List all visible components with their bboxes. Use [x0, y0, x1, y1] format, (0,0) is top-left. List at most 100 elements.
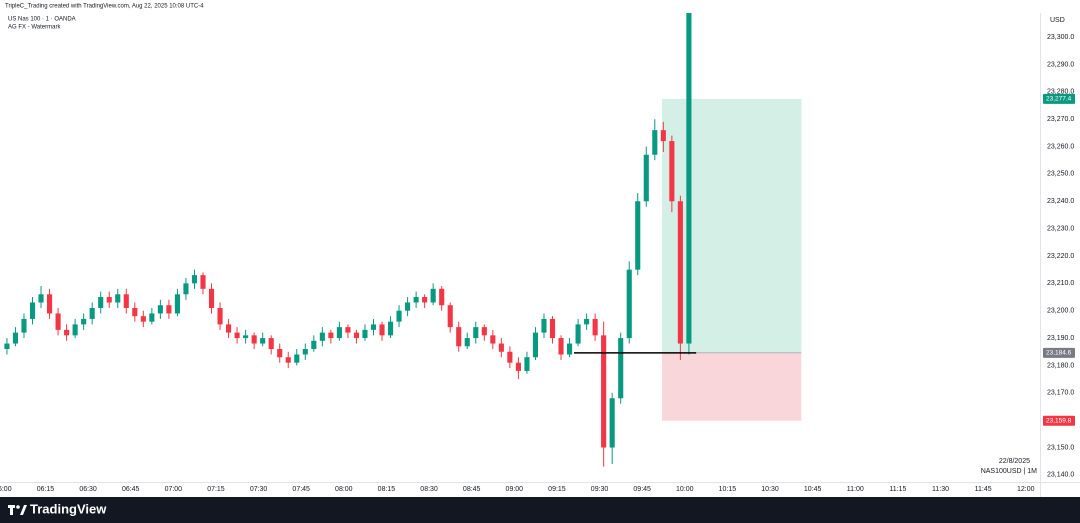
candle-body	[430, 288, 436, 303]
candle-body	[234, 332, 240, 339]
candle-body	[166, 305, 172, 314]
candle-body	[541, 318, 547, 333]
candle-body	[345, 327, 351, 333]
candle-body	[447, 305, 453, 328]
y-tick-label: 23,230.0	[1047, 225, 1074, 232]
candle-body	[413, 297, 419, 303]
candle-body	[72, 324, 78, 336]
candle-body	[98, 297, 104, 308]
x-tick-label: 09:00	[506, 486, 524, 493]
candle-body	[251, 335, 257, 344]
candle-body	[81, 318, 87, 325]
candle-body	[38, 294, 44, 303]
date-note: 22/8/2025	[999, 458, 1030, 465]
x-tick-label: 10:15	[719, 486, 737, 493]
candle-body	[396, 310, 402, 322]
candle-body	[46, 294, 53, 314]
symbol-note: NAS100USD | 1M	[981, 468, 1037, 475]
x-tick-label: 11:00	[847, 486, 864, 493]
x-tick-label: 10:45	[804, 486, 822, 493]
candle-body	[490, 335, 496, 344]
plot-area	[4, 13, 802, 467]
candle-body	[439, 288, 445, 306]
y-tick-label: 23,260.0	[1047, 143, 1074, 150]
candle-body	[311, 340, 317, 350]
candle-body	[456, 327, 462, 347]
candle-body	[609, 398, 615, 448]
candle-body	[12, 332, 19, 344]
candle-body	[686, 13, 692, 344]
price-label: 23,184.6	[1046, 350, 1072, 357]
y-tick-label: 23,280.0	[1047, 89, 1074, 96]
candle-body	[226, 324, 232, 333]
x-tick-label: 11:30	[932, 486, 949, 493]
candle-body	[336, 327, 342, 339]
candle-body	[260, 338, 266, 344]
currency: USD	[1050, 17, 1065, 24]
candle-body	[29, 302, 36, 319]
candle-body	[183, 283, 189, 295]
candle-body	[302, 349, 308, 355]
candle-body	[618, 338, 624, 399]
candle-body	[669, 141, 675, 202]
x-tick-label: 07:30	[250, 486, 268, 493]
candle-body	[549, 318, 556, 339]
candle-body	[277, 349, 283, 358]
brand-logo	[8, 505, 27, 515]
candle-body	[592, 318, 598, 336]
candle-body	[4, 343, 10, 350]
price-label-bg	[1043, 415, 1075, 426]
x-tick-label: 08:30	[420, 486, 438, 493]
candle-body	[498, 343, 504, 352]
y-tick-label: 23,220.0	[1047, 253, 1074, 260]
chart-subtitle: AG FX - Watermark	[8, 25, 61, 31]
x-tick-label: 08:15	[378, 486, 396, 493]
candle-body	[208, 288, 215, 308]
candle-body	[362, 329, 368, 339]
price-label-bg	[1043, 93, 1075, 104]
x-tick-label: 09:45	[633, 486, 651, 493]
candle-body	[191, 275, 198, 284]
header: TripleC_Trading created with TradingView…	[5, 4, 204, 10]
candle-body	[635, 201, 641, 270]
x-tick-label: 08:00	[335, 486, 353, 493]
y-tick-label: 23,290.0	[1047, 61, 1074, 68]
candle-body	[140, 316, 146, 322]
candle-body	[575, 324, 581, 344]
x-tick-label: 10:00	[676, 486, 694, 493]
candle-body	[157, 305, 163, 314]
x-tick-label: 06:15	[37, 486, 55, 493]
x-tick-label: 07:45	[292, 486, 310, 493]
candle-body	[566, 343, 573, 355]
candle-body	[464, 338, 470, 347]
x-tick-label: 07:15	[207, 486, 225, 493]
brand: TradingView	[30, 501, 107, 516]
candle-body	[515, 362, 521, 371]
candle-body	[387, 321, 394, 336]
y-tick-label: 23,210.0	[1047, 280, 1074, 287]
x-tick-label: 09:30	[591, 486, 609, 493]
profit-zone	[662, 98, 802, 353]
y-tick-label: 23,170.0	[1047, 390, 1074, 397]
loss-zone	[662, 352, 802, 421]
x-tick-label: 08:45	[463, 486, 481, 493]
x-tick-label: 06:00	[0, 486, 12, 493]
candle-body	[174, 294, 180, 314]
y-tick-label: 23,270.0	[1047, 116, 1074, 123]
chart-title: US Nas 100 · 1 · OANDA	[8, 17, 76, 23]
candle-body	[370, 324, 377, 330]
candle-body	[328, 332, 334, 339]
candle-body	[626, 269, 632, 339]
candle-body	[243, 335, 249, 339]
y-tick-label: 23,200.0	[1047, 308, 1074, 315]
x-tick-label: 11:45	[975, 486, 992, 493]
candle-body	[268, 338, 274, 350]
y-tick-label: 23,150.0	[1047, 444, 1074, 451]
candle-body	[601, 335, 607, 448]
x-tick-label: 11:15	[889, 486, 906, 493]
candle-body	[558, 338, 564, 355]
candle-body	[55, 313, 61, 330]
candle-body	[285, 357, 291, 363]
